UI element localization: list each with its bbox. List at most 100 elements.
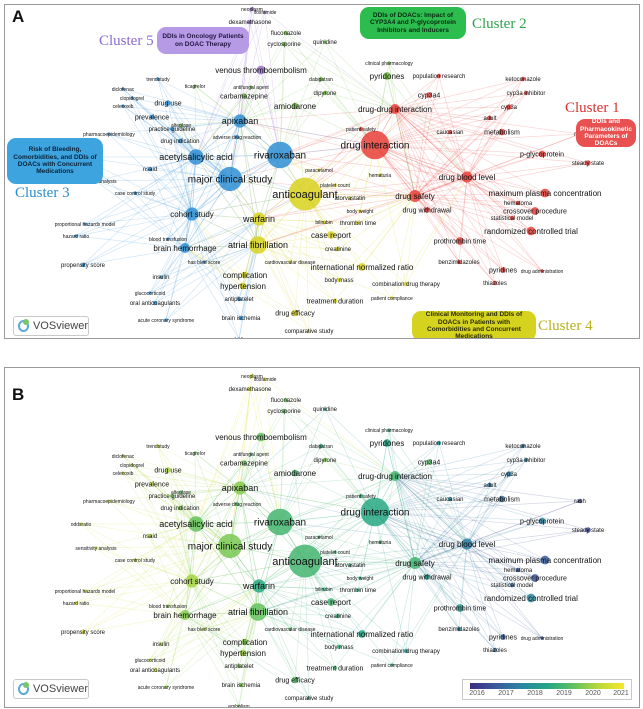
keyword-node[interactable]: [426, 92, 432, 98]
keyword-node[interactable]: [159, 275, 163, 279]
keyword-node[interactable]: [358, 209, 362, 213]
keyword-node[interactable]: [390, 471, 400, 481]
keyword-node[interactable]: [322, 90, 328, 96]
keyword-node[interactable]: [436, 73, 442, 79]
keyword-node[interactable]: [358, 263, 366, 271]
keyword-node[interactable]: [358, 630, 366, 638]
keyword-node[interactable]: [317, 535, 321, 539]
keyword-node[interactable]: [461, 538, 473, 550]
keyword-node[interactable]: [515, 200, 521, 206]
keyword-node[interactable]: [249, 6, 255, 12]
keyword-node[interactable]: [166, 237, 170, 241]
keyword-node[interactable]: [241, 271, 249, 279]
keyword-node[interactable]: [74, 601, 78, 605]
keyword-node[interactable]: [424, 574, 430, 580]
keyword-node[interactable]: [185, 574, 199, 588]
keyword-node[interactable]: [247, 19, 253, 25]
keyword-node[interactable]: [585, 160, 591, 166]
keyword-node[interactable]: [506, 104, 512, 110]
keyword-node[interactable]: [169, 493, 175, 499]
keyword-node[interactable]: [390, 104, 400, 114]
keyword-node[interactable]: [426, 459, 432, 465]
keyword-node[interactable]: [322, 587, 326, 591]
keyword-node[interactable]: [283, 397, 289, 403]
keyword-node[interactable]: [526, 226, 536, 236]
keyword-node[interactable]: [256, 65, 266, 75]
keyword-node[interactable]: [121, 104, 125, 108]
keyword-node[interactable]: [291, 102, 299, 110]
keyword-node[interactable]: [256, 432, 266, 442]
keyword-node[interactable]: [237, 337, 241, 338]
keyword-node[interactable]: [333, 550, 337, 554]
keyword-node[interactable]: [531, 574, 539, 582]
keyword-node[interactable]: [288, 260, 292, 264]
keyword-node[interactable]: [323, 407, 327, 411]
keyword-node[interactable]: [247, 386, 253, 392]
keyword-node[interactable]: [358, 493, 364, 499]
keyword-node[interactable]: [177, 138, 183, 144]
keyword-node[interactable]: [283, 30, 289, 36]
keyword-node[interactable]: [317, 168, 321, 172]
keyword-node[interactable]: [121, 471, 125, 475]
keyword-node[interactable]: [288, 544, 322, 578]
keyword-node[interactable]: [236, 296, 242, 302]
keyword-node[interactable]: [498, 495, 506, 503]
keyword-node[interactable]: [585, 527, 591, 533]
keyword-node[interactable]: [540, 269, 544, 273]
keyword-node[interactable]: [523, 90, 529, 96]
keyword-node[interactable]: [492, 647, 498, 653]
keyword-node[interactable]: [233, 114, 247, 128]
keyword-node[interactable]: [239, 282, 247, 290]
keyword-node[interactable]: [83, 222, 87, 226]
keyword-node[interactable]: [456, 259, 462, 265]
keyword-node[interactable]: [169, 126, 175, 132]
keyword-node[interactable]: [538, 150, 546, 158]
keyword-node[interactable]: [333, 183, 337, 187]
keyword-node[interactable]: [238, 315, 244, 321]
keyword-node[interactable]: [149, 114, 155, 120]
keyword-node[interactable]: [531, 207, 539, 215]
keyword-node[interactable]: [130, 96, 134, 100]
keyword-node[interactable]: [540, 636, 544, 640]
keyword-node[interactable]: [166, 604, 170, 608]
keyword-node[interactable]: [335, 246, 341, 252]
keyword-node[interactable]: [80, 629, 86, 635]
keyword-node[interactable]: [447, 129, 453, 135]
keyword-node[interactable]: [281, 408, 287, 414]
keyword-node[interactable]: [318, 443, 324, 449]
keyword-node[interactable]: [159, 642, 163, 646]
keyword-node[interactable]: [180, 243, 190, 253]
keyword-node[interactable]: [291, 469, 299, 477]
keyword-node[interactable]: [266, 141, 294, 169]
keyword-node[interactable]: [83, 589, 87, 593]
keyword-node[interactable]: [523, 457, 529, 463]
keyword-node[interactable]: [193, 451, 197, 455]
keyword-node[interactable]: [307, 329, 311, 333]
keyword-node[interactable]: [336, 277, 342, 283]
keyword-node[interactable]: [241, 460, 247, 466]
keyword-node[interactable]: [156, 444, 160, 448]
keyword-node[interactable]: [164, 318, 168, 322]
keyword-node[interactable]: [79, 522, 83, 526]
keyword-node[interactable]: [147, 533, 153, 539]
keyword-node[interactable]: [241, 638, 249, 646]
keyword-node[interactable]: [456, 626, 462, 632]
keyword-node[interactable]: [456, 237, 464, 245]
keyword-node[interactable]: [249, 603, 267, 621]
keyword-node[interactable]: [498, 128, 506, 136]
keyword-node[interactable]: [492, 280, 498, 286]
keyword-node[interactable]: [538, 517, 546, 525]
keyword-node[interactable]: [487, 115, 493, 121]
keyword-node[interactable]: [133, 558, 137, 562]
keyword-node[interactable]: [234, 134, 240, 140]
keyword-node[interactable]: [500, 634, 506, 640]
keyword-node[interactable]: [408, 189, 422, 203]
keyword-node[interactable]: [387, 61, 391, 65]
keyword-node[interactable]: [383, 439, 391, 447]
keyword-node[interactable]: [234, 501, 240, 507]
keyword-node[interactable]: [241, 93, 247, 99]
keyword-node[interactable]: [107, 499, 111, 503]
keyword-node[interactable]: [164, 685, 168, 689]
keyword-node[interactable]: [500, 267, 506, 273]
keyword-node[interactable]: [263, 377, 267, 381]
